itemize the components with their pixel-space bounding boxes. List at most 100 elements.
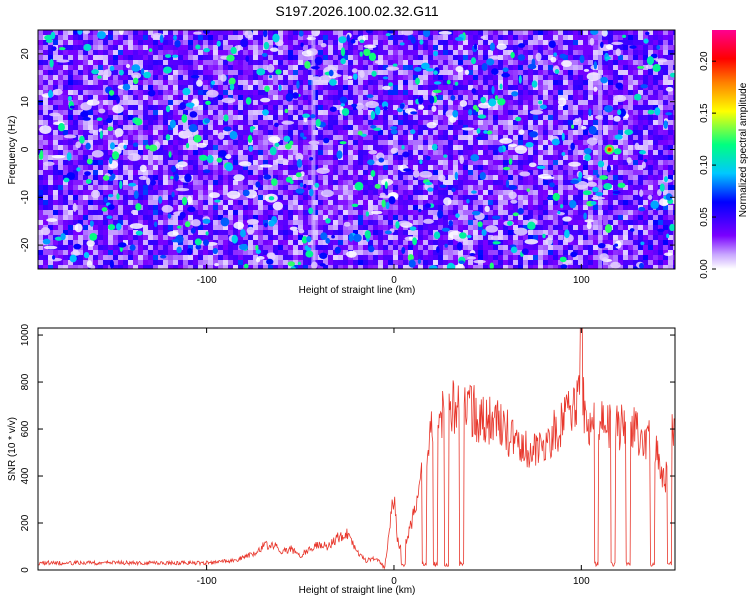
heatmap-cell bbox=[628, 180, 634, 186]
heatmap-cell bbox=[558, 65, 564, 71]
heatmap-cell bbox=[193, 80, 199, 86]
heatmap-cell bbox=[273, 50, 279, 56]
heatmap-cell bbox=[468, 180, 474, 186]
heatmap-cell bbox=[273, 100, 279, 106]
heatmap-cell bbox=[258, 45, 264, 51]
heatmap-cell bbox=[313, 200, 319, 206]
heatmap-cell bbox=[463, 215, 469, 221]
heatmap-cell bbox=[138, 185, 144, 191]
heatmap-cell bbox=[583, 120, 589, 126]
heatmap-cell bbox=[513, 205, 519, 211]
heatmap-cell bbox=[593, 55, 599, 61]
heatmap-cell bbox=[108, 170, 114, 176]
heatmap-cell bbox=[473, 165, 479, 171]
heatmap-cell bbox=[653, 155, 659, 161]
heatmap-cell bbox=[538, 115, 544, 121]
heatmap-cell bbox=[68, 150, 74, 156]
heatmap-cell bbox=[533, 35, 539, 41]
heatmap-cell bbox=[628, 50, 634, 56]
heatmap-cell bbox=[398, 75, 404, 81]
heatmap-cell bbox=[373, 90, 379, 96]
heatmap-cell bbox=[508, 200, 514, 206]
heatmap-cell bbox=[468, 65, 474, 71]
heatmap-cell bbox=[388, 130, 394, 136]
heatmap-cell bbox=[58, 165, 64, 171]
heatmap-cell bbox=[528, 155, 534, 161]
heatmap-cell bbox=[343, 150, 349, 156]
heatmap-cell bbox=[303, 220, 309, 226]
heatmap-cell bbox=[138, 130, 144, 136]
heatmap-cell bbox=[113, 45, 119, 51]
heatmap-cell bbox=[218, 180, 224, 186]
heatmap-cell bbox=[38, 95, 44, 101]
heatmap-cell bbox=[368, 65, 374, 71]
heatmap-cell bbox=[183, 60, 189, 66]
heatmap-cell bbox=[298, 110, 304, 116]
heatmap-cell bbox=[333, 30, 339, 36]
heatmap-cell bbox=[633, 155, 639, 161]
heatmap-cell bbox=[623, 210, 629, 216]
heatmap-cell bbox=[558, 160, 564, 166]
heatmap-cell bbox=[508, 205, 514, 211]
heatmap-cell bbox=[288, 205, 294, 211]
heatmap-cell bbox=[423, 85, 429, 91]
heatmap-cell bbox=[348, 30, 354, 36]
heatmap-cell bbox=[448, 170, 454, 176]
heatmap-cell bbox=[303, 195, 309, 201]
heatmap-cell bbox=[228, 215, 234, 221]
heatmap-cell bbox=[583, 115, 589, 121]
heatmap-cell bbox=[128, 125, 134, 131]
heatmap-cell bbox=[48, 110, 54, 116]
heatmap-cell bbox=[303, 30, 309, 36]
heatmap-cell bbox=[503, 50, 509, 56]
heatmap-cell bbox=[408, 185, 414, 191]
heatmap-cell bbox=[518, 215, 524, 221]
heatmap-cell bbox=[663, 110, 669, 116]
heatmap-cell bbox=[528, 205, 534, 211]
heatmap-cell bbox=[628, 125, 634, 131]
heatmap-cell bbox=[213, 180, 219, 186]
heatmap-cell bbox=[58, 170, 64, 176]
heatmap-cell bbox=[403, 130, 409, 136]
heatmap-cell bbox=[448, 210, 454, 216]
heatmap-cell bbox=[218, 80, 224, 86]
heatmap-cell bbox=[458, 40, 464, 46]
heatmap-cell bbox=[393, 115, 399, 121]
heatmap-cell bbox=[288, 35, 294, 41]
heatmap-cell bbox=[273, 30, 279, 36]
heatmap-cell bbox=[468, 45, 474, 51]
heatmap-cell bbox=[583, 90, 589, 96]
heatmap-cell bbox=[188, 80, 194, 86]
heatmap-cell bbox=[473, 195, 479, 201]
heatmap-cell bbox=[58, 65, 64, 71]
heatmap-cell bbox=[213, 55, 219, 61]
heatmap-cell bbox=[108, 200, 114, 206]
heatmap-cell bbox=[523, 215, 529, 221]
heatmap-cell bbox=[548, 210, 554, 216]
heatmap-cell bbox=[73, 70, 79, 76]
heatmap-cell bbox=[608, 175, 614, 181]
heatmap-cell bbox=[248, 200, 254, 206]
heatmap-cell bbox=[638, 135, 644, 141]
heatmap-cell bbox=[343, 170, 349, 176]
heatmap-cell bbox=[243, 120, 249, 126]
heatmap-cell bbox=[513, 140, 519, 146]
heatmap-cell bbox=[513, 60, 519, 66]
heatmap-cell bbox=[543, 160, 549, 166]
heatmap-cell bbox=[318, 95, 324, 101]
heatmap-cell bbox=[618, 165, 624, 171]
heatmap-cell bbox=[508, 155, 514, 161]
heatmap-cell bbox=[83, 40, 89, 46]
heatmap-cell bbox=[308, 80, 314, 86]
heatmap-cell bbox=[623, 175, 629, 181]
heatmap-cell bbox=[208, 70, 214, 76]
heatmap-cell bbox=[193, 35, 199, 41]
heatmap-cell bbox=[73, 145, 79, 151]
heatmap-cell bbox=[273, 125, 279, 131]
heatmap-cell bbox=[498, 95, 504, 101]
heatmap-cell bbox=[198, 95, 204, 101]
heatmap-cell bbox=[473, 60, 479, 66]
heatmap-cell bbox=[238, 105, 244, 111]
heatmap-cell bbox=[128, 170, 134, 176]
heatmap-cell bbox=[483, 60, 489, 66]
